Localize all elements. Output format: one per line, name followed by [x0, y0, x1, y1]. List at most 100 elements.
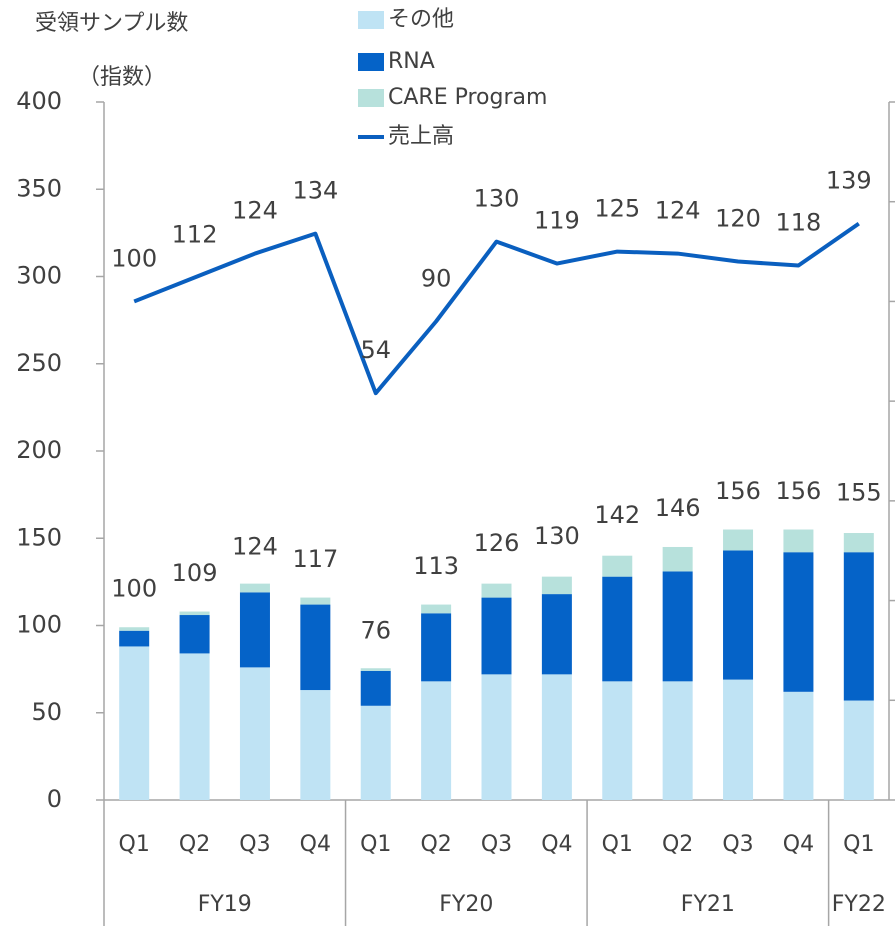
y-tick-label: 150 [16, 523, 62, 551]
y-tick-label: 100 [16, 611, 62, 639]
bar-segment [360, 705, 391, 800]
line-label: 130 [474, 185, 520, 213]
bar-label: 146 [655, 494, 701, 522]
bar-segment [843, 700, 874, 800]
bar-label: 130 [534, 522, 580, 550]
bar-segment [662, 571, 693, 682]
bar-segment [239, 592, 270, 668]
bar-segment [541, 576, 572, 595]
bar-label: 124 [232, 533, 278, 561]
bar-segment [179, 611, 210, 616]
bar-segment [119, 627, 150, 631]
bar-segment [239, 583, 270, 593]
bar-segment [421, 613, 452, 682]
line-label: 118 [776, 209, 822, 237]
x-tick-label: Q3 [481, 832, 512, 857]
bar-segment [662, 546, 693, 572]
bar-segment [360, 670, 391, 706]
bar-segment [662, 681, 693, 800]
bar-segment [421, 604, 452, 614]
bar-segment [602, 681, 633, 800]
bar-label: 156 [715, 477, 761, 505]
line-label: 120 [715, 205, 761, 233]
group-label: FY22 [832, 892, 886, 917]
bar-segment [843, 533, 874, 553]
x-tick-label: Q4 [783, 832, 814, 857]
line-label: 134 [292, 177, 338, 205]
x-tick-label: Q3 [722, 832, 753, 857]
group-label: FY20 [439, 892, 493, 917]
legend-label: RNA [388, 49, 435, 74]
x-tick-label: Q2 [420, 832, 451, 857]
x-tick-label: Q2 [179, 832, 210, 857]
bar-segment [300, 604, 331, 691]
line [133, 222, 860, 396]
line-label: 112 [172, 220, 218, 248]
bar-segment [723, 529, 754, 551]
bar-label: 155 [836, 479, 882, 507]
bar-segment [723, 679, 754, 800]
y-tick-label: 350 [16, 174, 62, 202]
bar-segment [179, 653, 210, 800]
bar-segment [602, 576, 633, 682]
y-tick-label: 0 [47, 785, 62, 813]
bar-segment [360, 668, 391, 671]
y-tick-label: 50 [31, 698, 62, 726]
bar-segment [179, 615, 210, 654]
line-label: 125 [594, 195, 640, 223]
bar-segment [783, 552, 814, 692]
legend-swatch [358, 89, 384, 107]
bar-label: 156 [776, 477, 822, 505]
bar-label: 142 [594, 501, 640, 529]
bar-segment [421, 681, 452, 800]
y-tick-label: 400 [16, 87, 62, 115]
bar-segment [119, 646, 150, 800]
y-tick-label: 250 [16, 349, 62, 377]
bar-segment [843, 552, 874, 701]
y-tick-label: 200 [16, 436, 62, 464]
line-label: 124 [232, 197, 278, 225]
y-tick-label: 300 [16, 262, 62, 290]
line-label: 124 [655, 197, 701, 225]
x-tick-label: Q4 [541, 832, 572, 857]
group-label: FY19 [198, 892, 252, 917]
y-axis-label: 受領サンプル数 [35, 11, 188, 36]
bar-label: 100 [111, 575, 157, 603]
legend-swatch [358, 11, 384, 29]
line-label: 139 [826, 167, 872, 195]
bar-segment [723, 550, 754, 680]
line-label: 54 [360, 336, 391, 364]
bar-segment [481, 583, 512, 598]
bar-segment [300, 597, 331, 605]
x-tick-label: Q1 [360, 832, 391, 857]
x-tick-label: Q1 [602, 832, 633, 857]
bar-segment [481, 597, 512, 675]
bar-label: 109 [172, 559, 218, 587]
bar-label: 113 [413, 552, 459, 580]
legend-label: 売上高 [388, 124, 454, 149]
legend-label: CARE Program [388, 85, 547, 110]
x-tick-label: Q1 [119, 832, 150, 857]
bar-segment [541, 674, 572, 800]
line-label: 90 [421, 264, 452, 292]
bar-label: 76 [360, 616, 391, 644]
line-label: 100 [111, 244, 157, 272]
x-tick-label: Q3 [239, 832, 270, 857]
x-tick-label: Q4 [300, 832, 331, 857]
bar-segment [602, 555, 633, 577]
bar-segment [541, 594, 572, 675]
bar-segment [783, 529, 814, 553]
legend-label: その他 [388, 7, 454, 32]
bar-segment [783, 691, 814, 800]
group-label: FY21 [681, 892, 735, 917]
x-tick-label: Q1 [843, 832, 874, 857]
legend-swatch [358, 53, 384, 71]
bar-label: 117 [292, 545, 338, 573]
bar-label: 126 [474, 529, 520, 557]
bar-segment [300, 690, 331, 800]
bar-segment [239, 667, 270, 800]
y-axis-unit: （指数） [78, 65, 166, 90]
x-tick-label: Q2 [662, 832, 693, 857]
line-label: 119 [534, 207, 580, 235]
